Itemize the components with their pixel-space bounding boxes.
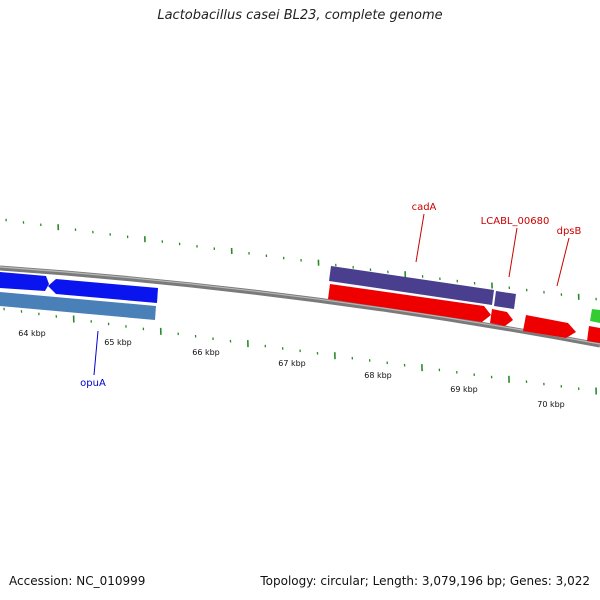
gene-features bbox=[0, 266, 600, 343]
gene-feature-steelblue[interactable] bbox=[0, 292, 156, 320]
gene-feature-blue-1[interactable] bbox=[0, 272, 49, 291]
gene-feature-blue-2[interactable] bbox=[48, 279, 158, 303]
scale-label-64kbp: 64 kbp bbox=[18, 329, 46, 338]
gene-label-group: opuA cadA LCABL_00680 dpsB bbox=[80, 202, 581, 389]
gene-label-leaders bbox=[93, 213, 570, 376]
leader-dpsb bbox=[556, 237, 570, 287]
gene-feature-red-4[interactable] bbox=[587, 326, 600, 343]
map-title: Lactobacillus casei BL23, complete genom… bbox=[157, 8, 443, 23]
scale-label-67kbp: 67 kbp bbox=[278, 359, 306, 368]
leader-lcabl bbox=[508, 227, 518, 278]
gene-feature-green[interactable] bbox=[590, 309, 600, 323]
scale-labels: 64 kbp 65 kbp 66 kbp 67 kbp 68 kbp 69 kb… bbox=[18, 329, 565, 409]
gene-label-cada[interactable]: cadA bbox=[412, 202, 437, 213]
gene-label-lcabl-00680[interactable]: LCABL_00680 bbox=[481, 216, 550, 227]
gene-feature-purple-cada[interactable] bbox=[329, 266, 494, 305]
accession-text: Accession: NC_010999 bbox=[9, 574, 146, 588]
backbone-line bbox=[0, 265, 600, 348]
backbone-highlight bbox=[0, 266, 600, 345]
gene-feature-red-3[interactable] bbox=[523, 315, 576, 338]
gene-feature-purple-lcabl[interactable] bbox=[494, 291, 516, 309]
genome-summary-text: Topology: circular; Length: 3,079,196 bp… bbox=[260, 574, 590, 588]
scale-label-69kbp: 69 kbp bbox=[450, 385, 478, 394]
gene-feature-red-2[interactable] bbox=[490, 309, 513, 326]
scale-label-65kbp: 65 kbp bbox=[104, 338, 132, 347]
gene-label-opua[interactable]: opuA bbox=[80, 378, 106, 389]
gene-label-dpsb[interactable]: dpsB bbox=[557, 226, 582, 237]
scale-label-70kbp: 70 kbp bbox=[537, 400, 565, 409]
backbone bbox=[0, 265, 600, 348]
scale-label-68kbp: 68 kbp bbox=[364, 371, 392, 380]
tick-marks bbox=[3, 218, 597, 395]
scale-label-66kbp: 66 kbp bbox=[192, 348, 220, 357]
leader-opua bbox=[93, 330, 99, 376]
leader-cada bbox=[415, 213, 425, 263]
gene-feature-red-1[interactable] bbox=[328, 284, 491, 322]
